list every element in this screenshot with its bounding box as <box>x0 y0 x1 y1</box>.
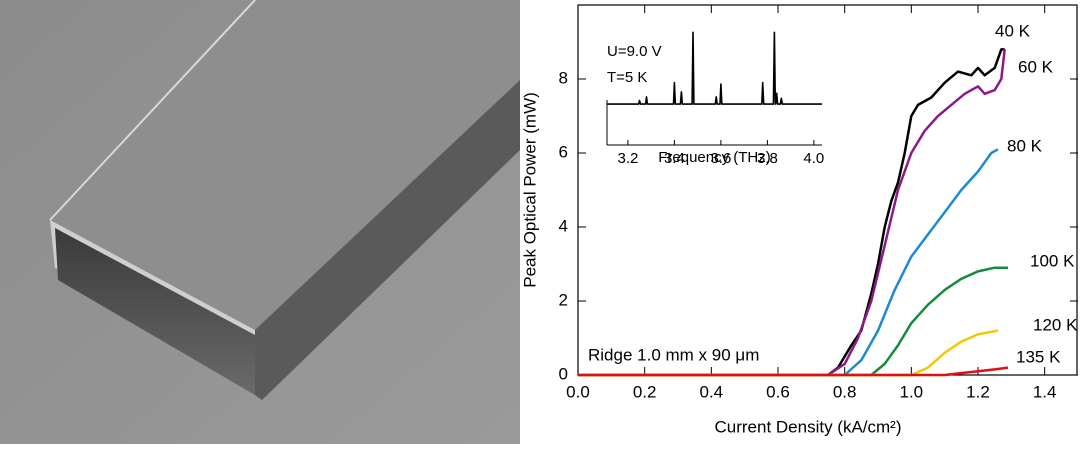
series-label: 135 K <box>1016 347 1061 366</box>
main-chart: 0.0 0.2 0.4 0.6 0.8 1.0 1.2 1.4 0 2 4 6 8 Current Den… <box>520 4 1078 436</box>
series-label: 100 K <box>1030 251 1075 270</box>
x-tick-label: 3.6 <box>710 150 731 167</box>
sem-image <box>0 0 520 444</box>
y-tick-label: 6 <box>559 142 568 161</box>
data-line <box>607 31 822 105</box>
plot-frame <box>577 4 1078 376</box>
x-tick-label: 3.2 <box>617 150 638 167</box>
inset-chart: 3.2 3.4 3.6 3.8 4.0 Frequency (THz) U=9.0 V T=5… <box>606 31 824 167</box>
x-tick-label: 1.4 <box>1033 382 1057 401</box>
annotation: U=9.0 V <box>607 43 662 60</box>
series-label: 40 K <box>995 21 1031 40</box>
x-tick-label: 3.8 <box>757 150 778 167</box>
x-tick-label: 0.2 <box>633 382 657 401</box>
annotation: Ridge 1.0 mm x 90 μm <box>588 345 759 364</box>
x-tick-label: 0.4 <box>700 382 724 401</box>
data-line <box>578 49 1006 377</box>
series-label: 120 K <box>1033 315 1078 334</box>
x-tick-label: 0.6 <box>766 382 790 401</box>
y-tick-label: 2 <box>559 290 568 309</box>
series-label: 80 K <box>1007 136 1043 155</box>
x-tick-label: 1.0 <box>900 382 924 401</box>
y-tick-label: 0 <box>559 364 568 383</box>
x-tick-label: 3.4 <box>664 150 685 167</box>
y-tick-label: 8 <box>559 68 568 87</box>
y-tick-label: 4 <box>559 216 568 235</box>
data-line <box>578 148 999 377</box>
data-line <box>578 48 1005 377</box>
x-tick-label: 4.0 <box>803 150 824 167</box>
x-tick-label: 1.2 <box>966 382 990 401</box>
x-axis-title: Frequency (THz) <box>658 149 771 166</box>
x-axis-title: Current Density (kA/cm²) <box>714 417 901 436</box>
x-tick-label: 0.8 <box>833 382 857 401</box>
annotation: T=5 K <box>607 69 647 86</box>
series-label: 60 K <box>1018 57 1054 76</box>
data-line <box>578 266 1008 377</box>
y-axis-title: Peak Optical Power (mW) <box>520 92 539 288</box>
x-tick-label: 0.0 <box>566 382 590 401</box>
data-line <box>578 366 1009 377</box>
